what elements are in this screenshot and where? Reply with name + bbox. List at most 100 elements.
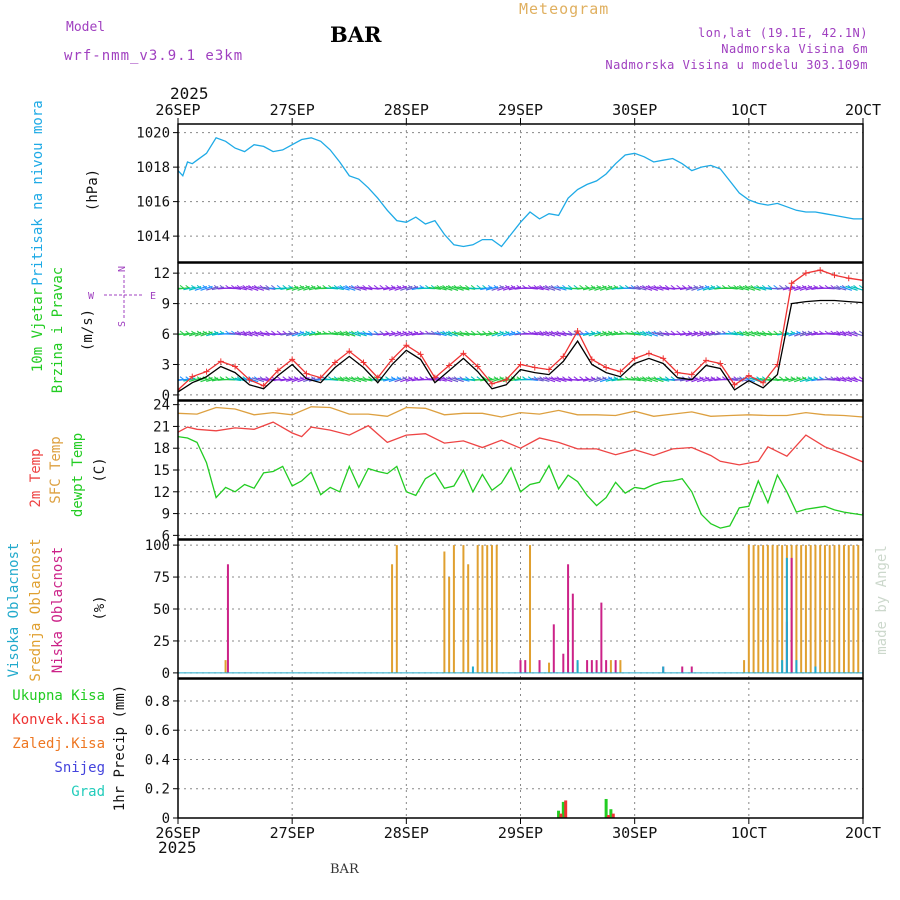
- wind-barb: [845, 285, 858, 291]
- wind-barb: [674, 378, 687, 381]
- wind-barb: [742, 285, 756, 291]
- precip-bar-ukupna-kisa: [561, 801, 565, 818]
- wind-barb: [457, 377, 470, 382]
- cloud-bar-srednja: [391, 564, 394, 673]
- cloud-axis-label-high: Visoka Oblacnost: [6, 543, 22, 678]
- wind-barb: [542, 331, 556, 337]
- wind-barb: [434, 286, 447, 291]
- wind-barb: [639, 377, 653, 383]
- cloud-y-tick-label: 0: [162, 666, 170, 682]
- cloud-axis-label-mid: Srednja Oblacnost: [28, 538, 44, 681]
- wind-barb: [377, 332, 390, 336]
- precip-bar-konvek-kisa: [611, 813, 615, 818]
- wind-barb: [679, 332, 693, 336]
- cloud-bar-srednja: [795, 545, 798, 673]
- wind-barb: [651, 377, 664, 383]
- wind-barb: [457, 286, 470, 291]
- wind-barb: [725, 332, 738, 336]
- cloud-y-tick-label: 50: [153, 602, 170, 618]
- precip-y-tick-label: 0.4: [145, 752, 170, 768]
- cloud-bar-srednja: [462, 545, 465, 673]
- wind-barb: [428, 332, 441, 336]
- wind-barb: [343, 377, 356, 383]
- temp-axis-label-dewpt: dewpt Temp: [70, 433, 86, 517]
- wind-barb: [537, 377, 550, 383]
- x-tick-bottom: 26SEP: [155, 824, 200, 842]
- cloud-bar-srednja: [529, 545, 532, 673]
- cloud-bar-srednja: [766, 545, 769, 673]
- cloud-bar-srednja: [771, 545, 774, 673]
- wind-barb: [542, 377, 556, 383]
- wind-barb: [628, 286, 641, 290]
- wind-barb: [851, 285, 863, 291]
- wind-y-tick-label: 6: [162, 327, 170, 343]
- wind-barb: [280, 378, 293, 382]
- cloud-bar-srednja: [743, 660, 746, 673]
- wind-barb: [331, 377, 344, 382]
- cloud-bar-srednja: [495, 545, 498, 673]
- cloud-bar-srednja: [781, 545, 784, 673]
- wind-barb: [754, 286, 767, 291]
- precip-legend-1: Konvek.Kisa: [12, 712, 105, 728]
- wind-barb: [537, 331, 550, 337]
- temp-axis-label-sfc: SFC Temp: [48, 436, 64, 503]
- cloud-bar-niska: [681, 666, 684, 673]
- wind-barb: [457, 331, 470, 337]
- wind-barb: [474, 287, 487, 290]
- cloud-bar-srednja: [814, 545, 817, 673]
- compass-cross-icon: [104, 275, 144, 318]
- wind-barb: [228, 286, 242, 290]
- wind-y-tick-label: 12: [153, 266, 170, 282]
- cloud-bar-srednja: [395, 545, 398, 673]
- precip-y-tick-label: 0: [162, 811, 170, 827]
- cloud-bar-srednja: [481, 545, 484, 673]
- wind-barb: [257, 286, 270, 291]
- precip-y-tick-label: 0.8: [145, 694, 170, 710]
- cloud-bar-srednja: [619, 660, 622, 673]
- wind-barb: [360, 286, 373, 291]
- wind-barb: [736, 286, 750, 291]
- pressure-y-tick-label: 1014: [136, 229, 170, 245]
- wind-barb: [674, 287, 687, 290]
- pressure-unit-label: (hPa): [85, 169, 101, 211]
- x-tick-bottom: 2OCT: [845, 824, 881, 842]
- cloud-bar-visoka: [814, 666, 817, 673]
- wind-barb: [178, 378, 190, 381]
- cloud-bar-niska: [595, 660, 598, 673]
- wind-barb: [577, 286, 590, 290]
- wind-barb: [851, 377, 863, 383]
- cloud-bar-visoka: [576, 660, 579, 673]
- wind-barb: [178, 287, 190, 290]
- cloud-bar-srednja: [833, 545, 836, 673]
- x-tick-bottom: 28SEP: [384, 824, 429, 842]
- wind-barb: [634, 331, 647, 337]
- cloud-bar-srednja: [224, 660, 227, 673]
- cloud-bar-srednja: [752, 545, 755, 673]
- wind-barb: [548, 285, 561, 291]
- x-tick-top: 26SEP: [155, 101, 200, 119]
- wind-barb: [343, 331, 356, 337]
- wind-barb: [234, 331, 247, 337]
- precip-bar-konvek-kisa: [607, 815, 611, 818]
- wind-panel-frame: [177, 262, 864, 401]
- wind-barb: [834, 286, 847, 291]
- wind-barb: [628, 332, 641, 336]
- wind-barb: [851, 331, 863, 337]
- wind-barb: [828, 378, 841, 382]
- cloud-bar-niska: [614, 660, 617, 673]
- wind-barb: [845, 377, 858, 383]
- wind-barb: [776, 286, 790, 290]
- cloud-bar-srednja: [452, 545, 455, 673]
- cloud-bar-niska: [600, 602, 603, 673]
- precip-y-tick-label: 0.2: [145, 782, 170, 798]
- cloud-bar-srednja: [842, 545, 845, 673]
- wind-barb: [531, 332, 544, 336]
- x-tick-top: 28SEP: [384, 101, 429, 119]
- wind-barb: [251, 285, 265, 291]
- wind-barb: [731, 332, 744, 336]
- wind-barbs-group: [178, 267, 863, 393]
- wind-y-tick-label: 9: [162, 297, 170, 313]
- wind-barb: [354, 377, 367, 383]
- precip-legend-0: Ukupna Kisa: [12, 688, 105, 704]
